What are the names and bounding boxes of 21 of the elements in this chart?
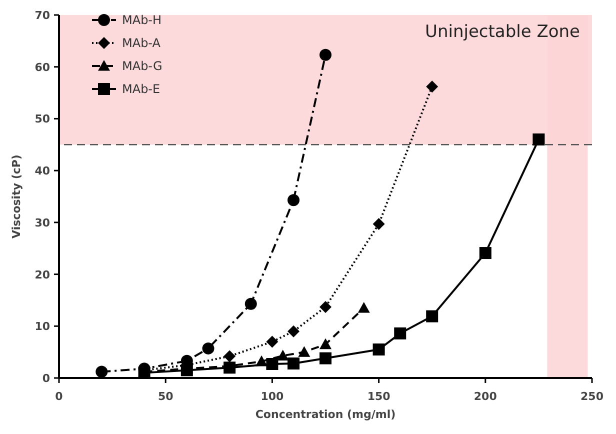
y-tick-label: 10 <box>34 320 50 334</box>
x-tick-label: 50 <box>158 390 174 403</box>
band-label: Uninjectable Zone <box>425 22 580 42</box>
y-tick-label: 60 <box>34 60 50 74</box>
x-tick-label: 150 <box>367 390 391 403</box>
x-tick-label: 200 <box>474 390 498 403</box>
legend-label: MAb-H <box>122 13 162 27</box>
x-tick-label: 0 <box>55 390 64 403</box>
legend-label: MAb-G <box>122 59 162 73</box>
x-tick-label: 100 <box>260 390 284 403</box>
legend-label: MAb-A <box>122 36 162 50</box>
y-tick-label: 50 <box>34 112 50 126</box>
y-tick-label: 20 <box>34 268 50 282</box>
y-axis-title: Viscosity (cP) <box>10 154 23 238</box>
y-tick-label: 40 <box>34 164 50 178</box>
x-axis-title: Concentration (mg/ml) <box>255 408 396 421</box>
legend-label: MAb-E <box>122 82 160 96</box>
y-tick-label: 0 <box>42 372 50 385</box>
y-tick-label: 70 <box>34 9 50 22</box>
y-tick-label: 30 <box>34 216 50 230</box>
x-tick-label: 250 <box>580 390 604 403</box>
